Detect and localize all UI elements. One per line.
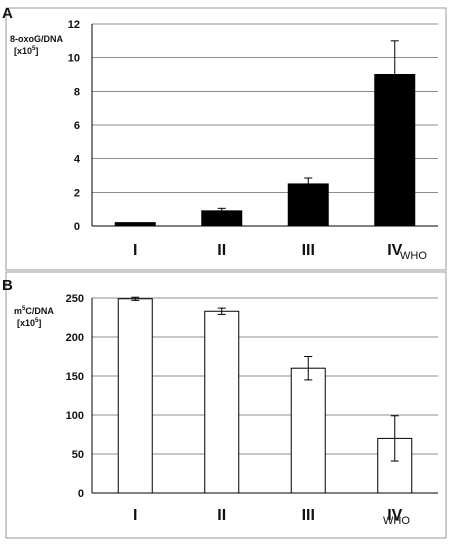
panel-b-ylabel-line1: m5C/DNA	[14, 306, 54, 316]
panel-b-category-label: IV	[387, 507, 402, 524]
panel-a-y-tick-label: 6	[74, 120, 80, 132]
panel-a-category-label: I	[133, 242, 137, 259]
panel-b-bar-III	[290, 367, 326, 494]
panel-b-y-tick-label: 200	[66, 332, 84, 344]
panel-b-bar-II	[204, 310, 240, 494]
panel-b-category-label: II	[217, 507, 226, 524]
panel-a-y-tick-label: 10	[68, 53, 80, 65]
panel-a-y-tick-label: 0	[74, 221, 80, 233]
panel-a-ylabel-line2: [x105]	[14, 46, 38, 56]
panel-a-y-tick-label: 12	[68, 19, 80, 31]
panel-b-ylabel-line2: [x105]	[17, 318, 41, 328]
panel-b-y-tick-label: 250	[66, 293, 84, 305]
panel-b-bar-I	[117, 298, 153, 494]
panel-a-y-tick-label: 4	[74, 154, 81, 166]
panel-a-ylabel-line1: 8-oxoG/DNA	[10, 34, 64, 44]
panel-a-category-label: III	[302, 242, 315, 259]
panel-b-y-tick-label: 150	[66, 371, 84, 383]
panel-b-y-tick-label: 0	[78, 488, 84, 500]
panel-a-letter: A	[2, 5, 13, 22]
panel-b-letter: B	[2, 277, 13, 294]
panel-a-x-unit-label: WHO	[400, 250, 427, 262]
panel-a-bar-IV	[374, 74, 416, 227]
panel-a-y-tick-label: 2	[74, 187, 80, 199]
panel-b-category-label: III	[302, 507, 315, 524]
panel-b-category-label: I	[133, 507, 137, 524]
panel-b-y-tick-label: 100	[66, 410, 84, 422]
panel-a-category-label: IV	[387, 242, 402, 259]
panel-a-bar-III	[287, 183, 329, 227]
panel-a-bar-I	[114, 222, 156, 227]
panel-b-y-tick-label: 50	[72, 449, 84, 461]
panel-b-x-unit-label: WHO	[383, 515, 410, 527]
panel-a-y-tick-label: 8	[74, 86, 80, 98]
panel-a-category-label: II	[217, 242, 226, 259]
